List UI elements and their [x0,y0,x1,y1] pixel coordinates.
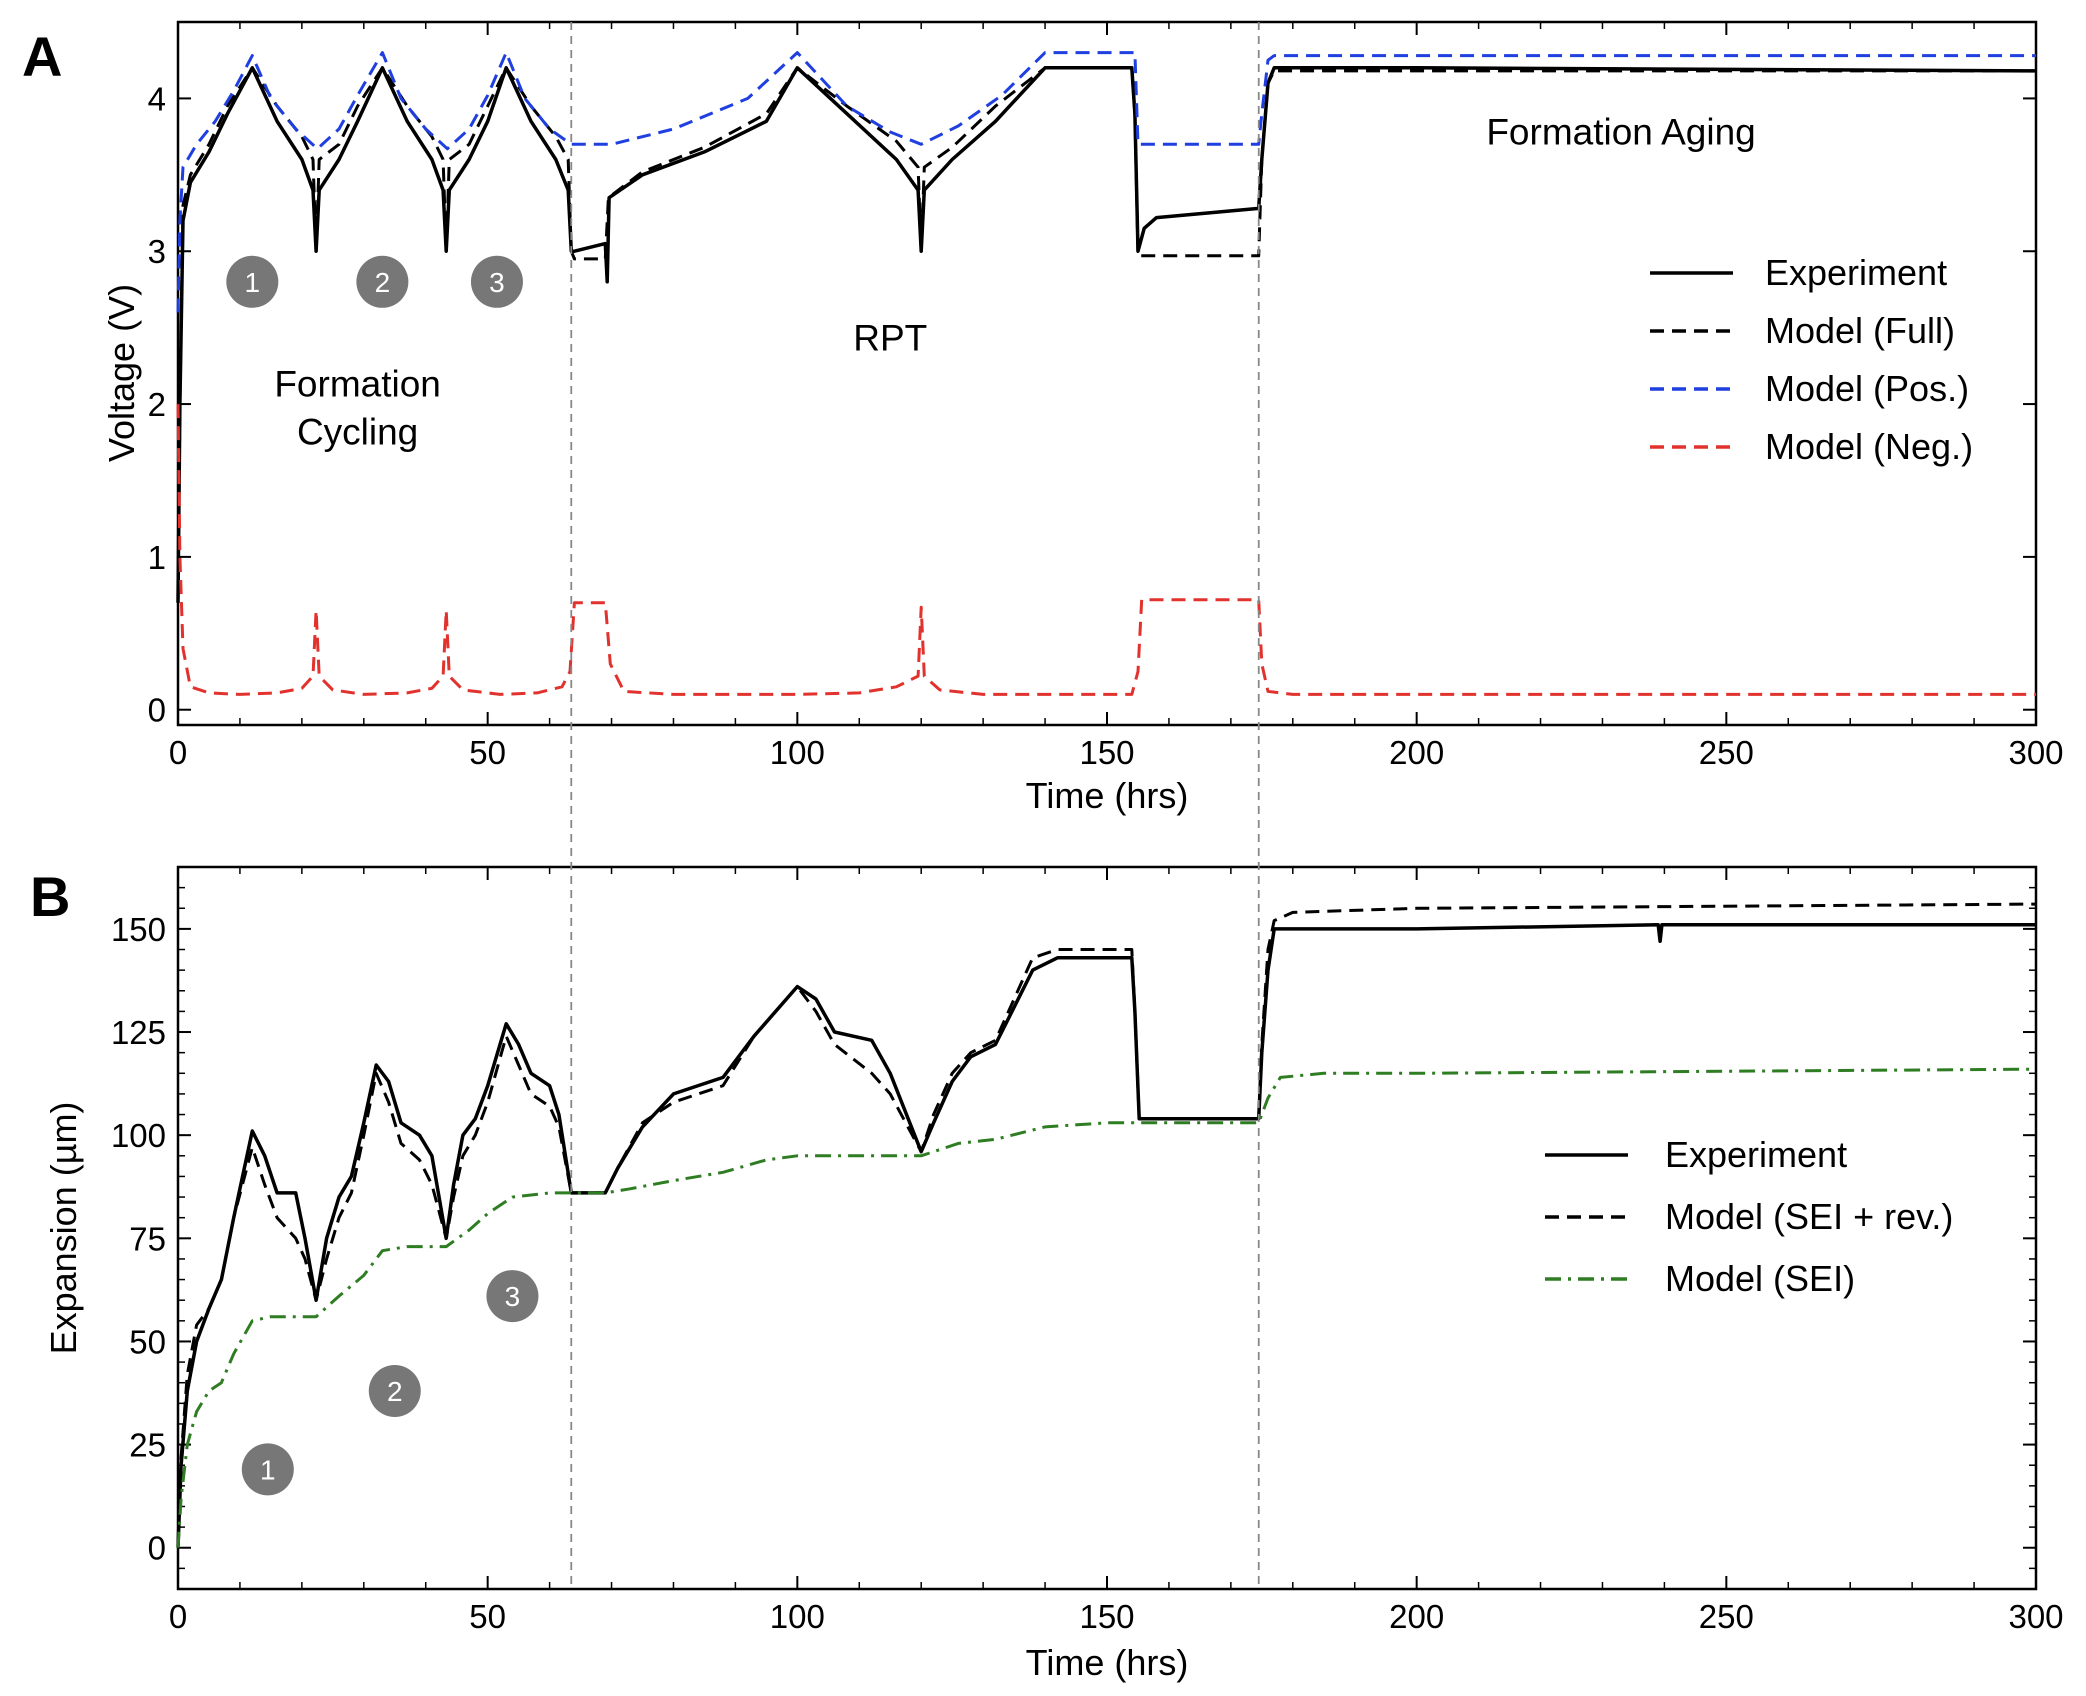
panel-b-y-axis-label: Expansion (µm) [43,1102,84,1355]
panel-b-letter: B [30,865,70,928]
x-tick-label: 50 [469,734,506,771]
y-tick-label: 75 [129,1220,166,1257]
panel-a-letter: A [22,25,62,88]
annotation-text: Cycling [297,411,418,452]
x-tick-label: 250 [1699,734,1754,771]
step-badge-number: 2 [387,1376,403,1407]
y-tick-label: 4 [148,80,166,117]
x-tick-label: 250 [1699,1598,1754,1635]
step-badge-number: 1 [245,267,261,298]
step-badge-number: 1 [260,1454,276,1485]
annotation-text: Formation [274,363,441,404]
step-badge-number: 3 [489,267,505,298]
x-tick-label: 100 [770,734,825,771]
x-tick-label: 300 [2008,1598,2063,1635]
legend-label: Model (SEI + rev.) [1665,1196,1953,1237]
series-line-model-pos [176,51,2036,313]
step-badge-circle [486,1270,539,1323]
y-tick-label: 3 [148,233,166,270]
panel-b-annotations: 1 2 3 [241,1270,539,1496]
legend-label: Experiment [1765,252,1947,293]
y-tick-label: 0 [148,1530,166,1567]
panel-b-x-axis-label: Time (hrs) [1026,1642,1189,1683]
phase-dividers [570,22,1260,1589]
annotation-text: RPT [853,318,927,359]
series-line-model-full [176,66,2036,603]
step-badge-number: 2 [375,267,391,298]
x-tick-label: 0 [169,1598,187,1635]
step-badge-circle [470,255,523,308]
annotation-text: Formation Aging [1486,111,1755,152]
series-line-model-sei-rev [176,902,2037,1548]
panel-b-series-group [176,902,2037,1548]
x-tick-label: 0 [169,734,187,771]
y-tick-label: 1 [148,539,166,576]
panel-a-voltage-chart: A 0 50 100 150 200 250 300 0 1 2 3 4 Formation Cycli… [22,20,2064,816]
legend-label: Model (SEI) [1665,1258,1855,1299]
panel-a-legend: Experiment Model (Full) Model (Pos.) Model … [1650,252,1973,467]
panel-a-y-axis-label: Voltage (V) [101,284,142,462]
legend-label: Model (Neg.) [1765,426,1973,467]
y-tick-label: 150 [111,911,166,948]
x-tick-label: 200 [1389,1598,1444,1635]
step-badge-circle [241,1443,294,1496]
y-tick-label: 0 [148,692,166,729]
legend-label: Model (Pos.) [1765,368,1969,409]
step-badge-circle [356,255,409,308]
panel-a-x-axis-label: Time (hrs) [1026,775,1189,816]
x-tick-label: 50 [469,1598,506,1635]
x-tick-label: 150 [1079,734,1134,771]
x-tick-label: 200 [1389,734,1444,771]
y-tick-label: 2 [148,386,166,423]
step-badge-circle [368,1364,421,1417]
legend-label: Model (Full) [1765,310,1955,351]
panel-a-series-group [176,51,2037,696]
step-badge-circle [226,255,279,308]
panel-a-annotations: Formation Cycling RPT Formation Aging 1 2 3 [226,111,1756,452]
panel-a-axes: 0 50 100 150 200 250 300 0 1 2 3 4 [148,22,2064,771]
series-line-model-sei [176,1067,2037,1548]
panel-b-expansion-chart: B 0 50 100 150 200 250 300 0 25 50 75 100 125 150 1 2 3… [30,865,2064,1683]
x-tick-label: 100 [770,1598,825,1635]
series-line-model-neg [176,404,2036,696]
panel-b-legend: Experiment Model (SEI + rev.) Model (SEI) [1545,1134,1953,1299]
y-tick-label: 125 [111,1014,166,1051]
y-tick-label: 25 [129,1427,166,1464]
x-tick-label: 300 [2008,734,2063,771]
y-tick-label: 100 [111,1117,166,1154]
y-tick-label: 50 [129,1323,166,1360]
step-badge-number: 3 [505,1281,521,1312]
x-tick-label: 150 [1079,1598,1134,1635]
panel-b-axes: 0 50 100 150 200 250 300 0 25 50 75 100 125 150 [111,866,2064,1635]
legend-label: Experiment [1665,1134,1847,1175]
